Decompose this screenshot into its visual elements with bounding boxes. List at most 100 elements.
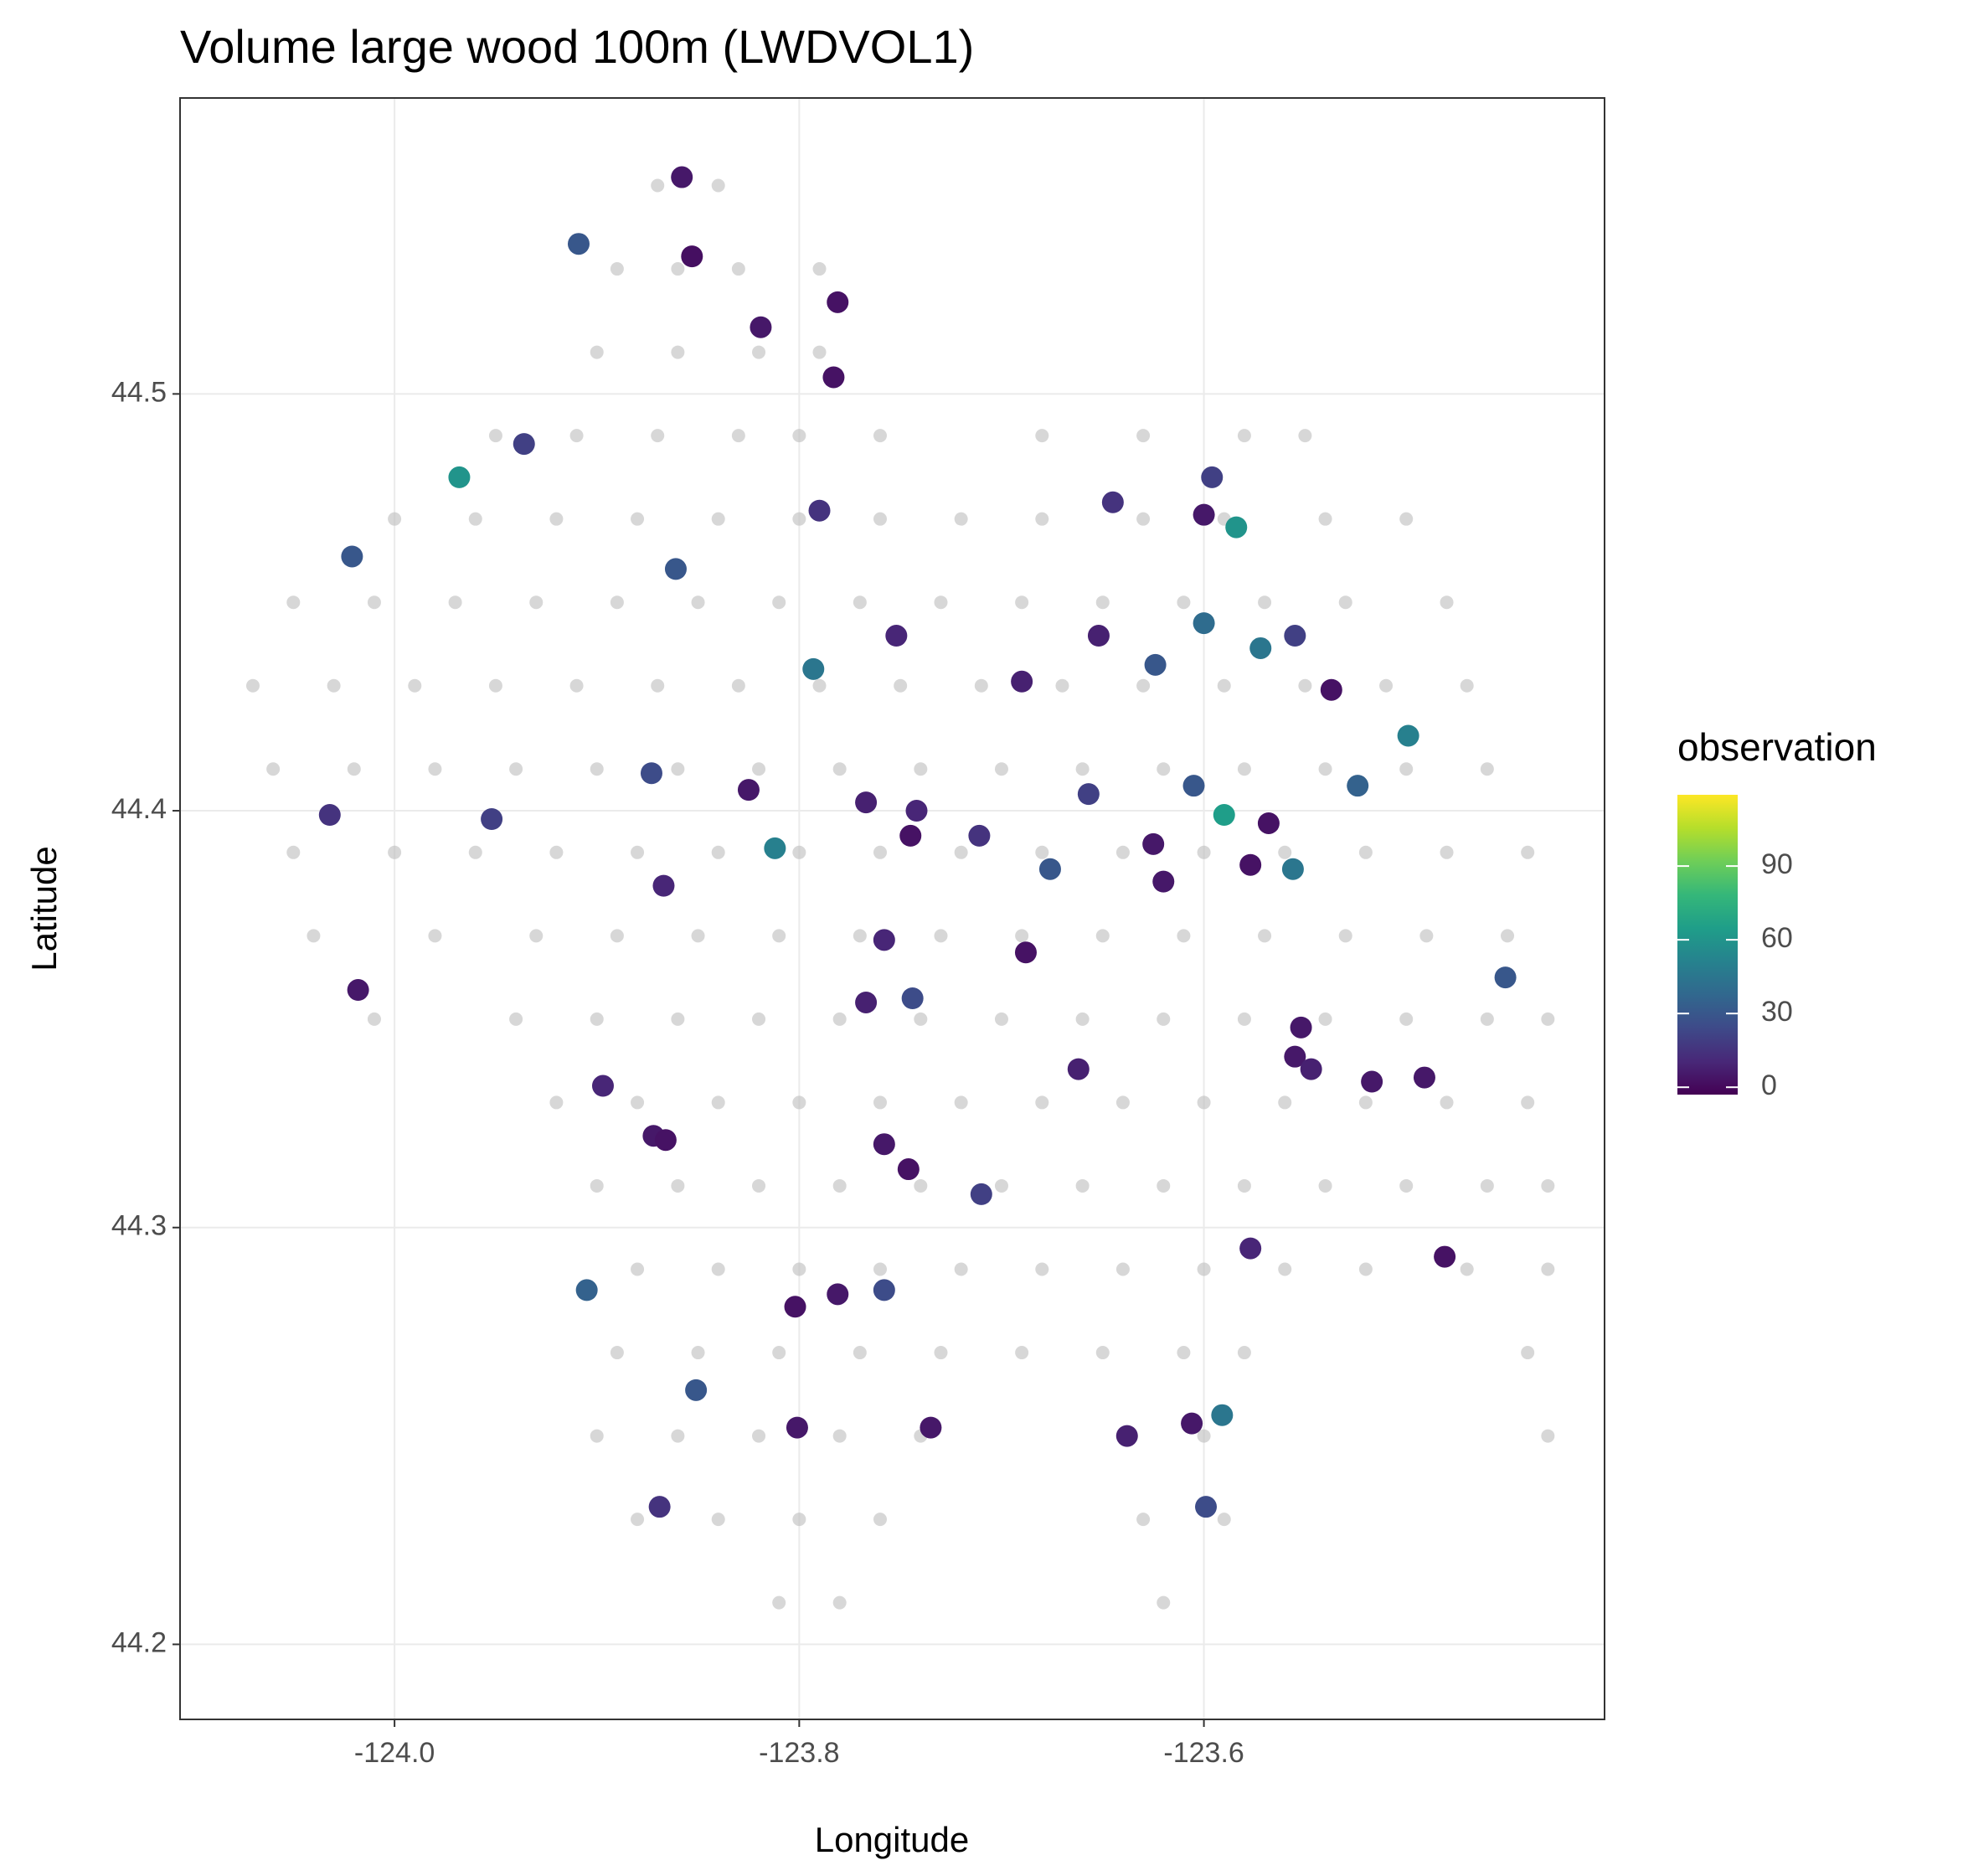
- site-point: [711, 512, 725, 526]
- site-point: [610, 262, 624, 276]
- site-point: [1197, 1095, 1211, 1110]
- site-point: [286, 845, 301, 859]
- site-point: [792, 1262, 806, 1276]
- site-point: [752, 345, 766, 359]
- observation-point: [1213, 804, 1235, 827]
- site-point: [388, 512, 402, 526]
- site-point: [651, 429, 665, 443]
- site-point: [1379, 678, 1394, 693]
- observation-point: [1077, 783, 1100, 806]
- site-point: [590, 1429, 604, 1443]
- observation-point: [1257, 812, 1280, 834]
- site-point: [711, 1095, 725, 1110]
- site-point: [974, 678, 988, 693]
- observation-point: [1300, 1058, 1322, 1080]
- site-point: [610, 929, 624, 943]
- site-point: [1237, 1012, 1251, 1026]
- observation-point: [1182, 775, 1205, 797]
- colorbar-tick-label: 30: [1761, 996, 1793, 1028]
- site-point: [1521, 1095, 1535, 1110]
- legend-title: observation: [1677, 725, 1877, 769]
- site-point: [1318, 1012, 1332, 1026]
- site-point: [671, 1012, 685, 1026]
- plot-background: [180, 98, 1605, 1719]
- observation-point: [885, 625, 908, 647]
- observation-point: [1397, 724, 1419, 747]
- site-point: [1015, 1346, 1029, 1360]
- observation-point: [1115, 1425, 1138, 1447]
- site-point: [1115, 1095, 1130, 1110]
- site-point: [1298, 429, 1312, 443]
- site-point: [529, 929, 544, 943]
- site-point: [1136, 512, 1151, 526]
- site-point: [1358, 845, 1373, 859]
- site-point: [812, 345, 827, 359]
- site-point: [671, 762, 685, 776]
- x-axis-title: Longitude: [815, 1820, 970, 1859]
- observation-point: [784, 1296, 806, 1318]
- site-point: [468, 845, 482, 859]
- site-point: [711, 1262, 725, 1276]
- observation-point: [1290, 1016, 1312, 1038]
- y-tick-label: 44.5: [111, 376, 167, 408]
- site-point: [1035, 1095, 1049, 1110]
- observation-point: [1087, 625, 1110, 647]
- site-point: [671, 345, 685, 359]
- site-point: [934, 1346, 948, 1360]
- observation-point: [347, 979, 369, 1002]
- site-point: [1480, 762, 1494, 776]
- site-point: [772, 595, 786, 610]
- site-point: [1480, 1012, 1494, 1026]
- site-point: [1541, 1178, 1555, 1193]
- site-point: [590, 762, 604, 776]
- site-point: [832, 1012, 847, 1026]
- observation-point: [873, 929, 895, 951]
- site-point: [1419, 929, 1434, 943]
- observation-point: [1193, 612, 1215, 635]
- site-point: [549, 1095, 564, 1110]
- observation-point: [899, 824, 922, 847]
- site-point: [610, 1346, 624, 1360]
- site-point: [631, 845, 645, 859]
- site-point: [1035, 1262, 1049, 1276]
- site-point: [1035, 429, 1049, 443]
- observation-point: [827, 291, 849, 313]
- observation-point: [1284, 1045, 1306, 1068]
- x-tick-label: -123.6: [1163, 1737, 1244, 1769]
- site-point: [792, 845, 806, 859]
- observation-point: [681, 245, 703, 268]
- site-point: [245, 678, 260, 693]
- observation-point: [664, 558, 687, 580]
- site-point: [1177, 929, 1191, 943]
- site-point: [1237, 762, 1251, 776]
- site-point: [1157, 1012, 1171, 1026]
- observation-point: [654, 1129, 677, 1152]
- chart-title: Volume large wood 100m (LWDVOL1): [180, 20, 974, 73]
- site-point: [772, 929, 786, 943]
- site-point: [367, 1012, 381, 1026]
- site-point: [853, 595, 867, 610]
- site-point: [1177, 595, 1191, 610]
- observation-point: [513, 433, 535, 456]
- y-tick-label: 44.4: [111, 793, 167, 825]
- site-point: [873, 1262, 888, 1276]
- observation-point: [1038, 858, 1061, 880]
- site-point: [752, 1012, 766, 1026]
- site-point: [812, 678, 827, 693]
- site-point: [651, 678, 665, 693]
- observation-point: [750, 316, 772, 338]
- site-point: [1399, 1012, 1414, 1026]
- observation-point: [855, 791, 878, 814]
- site-point: [792, 512, 806, 526]
- site-point: [1095, 595, 1110, 610]
- site-point: [1358, 1262, 1373, 1276]
- site-point: [1278, 845, 1292, 859]
- colorbar-tick-label: 0: [1761, 1069, 1777, 1101]
- site-point: [1115, 845, 1130, 859]
- site-point: [671, 1429, 685, 1443]
- site-point: [671, 262, 685, 276]
- observation-point: [640, 762, 662, 785]
- observation-point: [648, 1496, 671, 1518]
- site-point: [590, 345, 604, 359]
